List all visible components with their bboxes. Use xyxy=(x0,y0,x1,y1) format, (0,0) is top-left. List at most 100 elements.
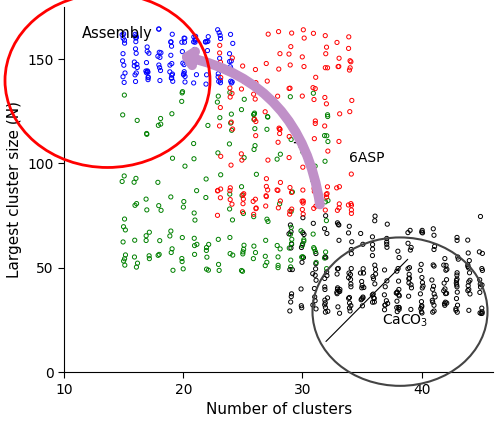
Point xyxy=(285,154,293,161)
Point xyxy=(346,223,354,230)
Point xyxy=(119,73,127,80)
Point xyxy=(348,171,356,178)
Point xyxy=(430,232,438,239)
Point xyxy=(238,268,246,275)
Point xyxy=(190,55,198,62)
Point xyxy=(216,123,224,129)
Point xyxy=(119,50,127,57)
Point xyxy=(204,33,212,40)
Point xyxy=(120,173,128,179)
Point xyxy=(418,298,426,305)
Point xyxy=(478,267,486,274)
Point xyxy=(476,289,484,296)
Point xyxy=(216,65,224,72)
Point xyxy=(428,297,436,304)
Point xyxy=(310,285,318,292)
Point xyxy=(226,250,234,257)
Point xyxy=(190,47,198,53)
Point xyxy=(476,276,484,283)
Point xyxy=(408,285,416,291)
Point xyxy=(131,202,139,209)
Point xyxy=(288,266,296,273)
Point xyxy=(154,53,162,60)
Point xyxy=(178,89,186,96)
Point xyxy=(119,35,127,42)
Point xyxy=(216,35,224,42)
Text: Assembly: Assembly xyxy=(82,26,152,41)
Point xyxy=(418,310,426,316)
Point xyxy=(142,237,150,244)
Point xyxy=(190,209,198,216)
Point xyxy=(226,234,234,241)
Point xyxy=(229,40,237,47)
Point xyxy=(347,281,355,287)
Point xyxy=(430,307,438,314)
Point xyxy=(324,295,332,301)
Point xyxy=(264,31,272,38)
Point xyxy=(178,258,186,265)
Point xyxy=(428,286,436,293)
Point xyxy=(311,297,319,304)
Point xyxy=(405,275,413,282)
Point xyxy=(300,236,308,243)
Point xyxy=(453,234,461,241)
Point xyxy=(334,265,342,272)
Point xyxy=(404,293,412,300)
Point xyxy=(264,157,272,164)
Point xyxy=(226,69,234,76)
Point xyxy=(356,270,364,276)
Point xyxy=(344,274,352,281)
Point xyxy=(358,302,366,309)
Point xyxy=(156,67,164,74)
Point xyxy=(372,266,380,273)
Point xyxy=(334,286,342,293)
Point xyxy=(286,93,294,100)
Point xyxy=(310,188,318,195)
Point xyxy=(441,255,449,262)
Point xyxy=(300,140,308,147)
Point xyxy=(453,283,461,290)
Point xyxy=(276,245,284,252)
Point xyxy=(358,278,366,285)
Point xyxy=(190,80,198,86)
Point xyxy=(216,171,224,178)
Point xyxy=(287,208,295,215)
Point xyxy=(288,290,296,297)
Point xyxy=(478,308,486,315)
Point xyxy=(347,265,355,272)
Point xyxy=(320,301,328,308)
Point xyxy=(393,290,401,296)
Point xyxy=(324,113,332,120)
Point xyxy=(238,86,246,92)
Point xyxy=(346,300,354,307)
Point xyxy=(250,243,258,249)
Point xyxy=(478,310,486,317)
Point xyxy=(226,140,234,147)
Point xyxy=(394,278,402,285)
Point xyxy=(181,73,189,80)
Point xyxy=(384,300,392,307)
Point xyxy=(226,191,234,198)
Point xyxy=(300,198,308,204)
Point xyxy=(180,35,188,42)
Point xyxy=(393,308,401,315)
Point xyxy=(226,187,234,194)
Point xyxy=(297,286,305,293)
Point xyxy=(322,265,330,272)
Point xyxy=(312,259,320,266)
Point xyxy=(322,248,330,255)
Point xyxy=(216,153,224,160)
Point xyxy=(251,125,259,132)
Point xyxy=(334,265,342,272)
Y-axis label: Largest cluster size (N): Largest cluster size (N) xyxy=(7,101,22,278)
Point xyxy=(404,229,412,236)
Point xyxy=(346,294,354,301)
Point xyxy=(178,98,186,105)
Point xyxy=(476,284,484,290)
Point xyxy=(250,91,258,98)
Point xyxy=(203,38,211,45)
Point xyxy=(262,192,270,199)
Point xyxy=(252,66,260,73)
Point xyxy=(324,184,332,190)
Point xyxy=(382,239,390,245)
